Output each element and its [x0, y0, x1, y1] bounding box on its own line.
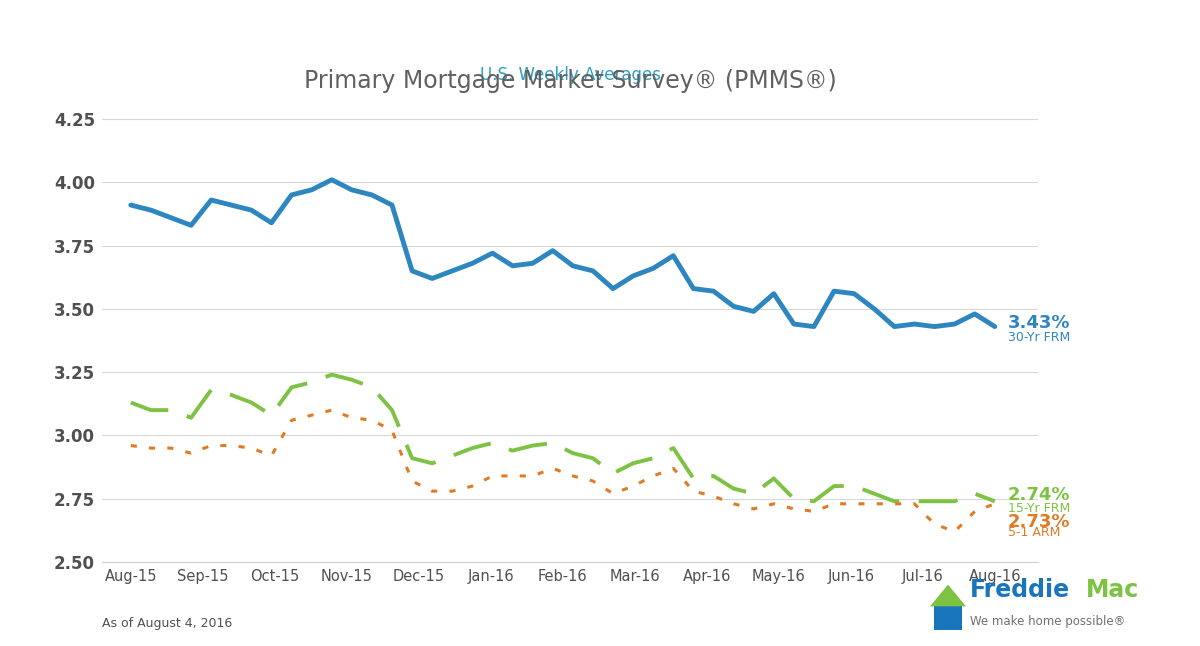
Text: We make home possible®: We make home possible®	[970, 615, 1124, 628]
Text: 30-Yr FRM: 30-Yr FRM	[1008, 331, 1070, 344]
Text: Freddie: Freddie	[970, 578, 1069, 602]
Polygon shape	[934, 607, 962, 630]
Text: 2.74%: 2.74%	[1008, 486, 1070, 504]
Text: 15-Yr FRM: 15-Yr FRM	[1008, 503, 1070, 516]
Title: Primary Mortgage Market Survey® (PMMS®): Primary Mortgage Market Survey® (PMMS®)	[304, 69, 836, 93]
Polygon shape	[930, 585, 966, 607]
Text: Mac: Mac	[1086, 578, 1139, 602]
Text: 2.73%: 2.73%	[1008, 512, 1070, 530]
Text: U.S. Weekly Averages: U.S. Weekly Averages	[480, 67, 660, 84]
Text: 3.43%: 3.43%	[1008, 314, 1070, 332]
Text: As of August 4, 2016: As of August 4, 2016	[102, 617, 233, 630]
Text: 5-1 ARM: 5-1 ARM	[1008, 526, 1060, 539]
